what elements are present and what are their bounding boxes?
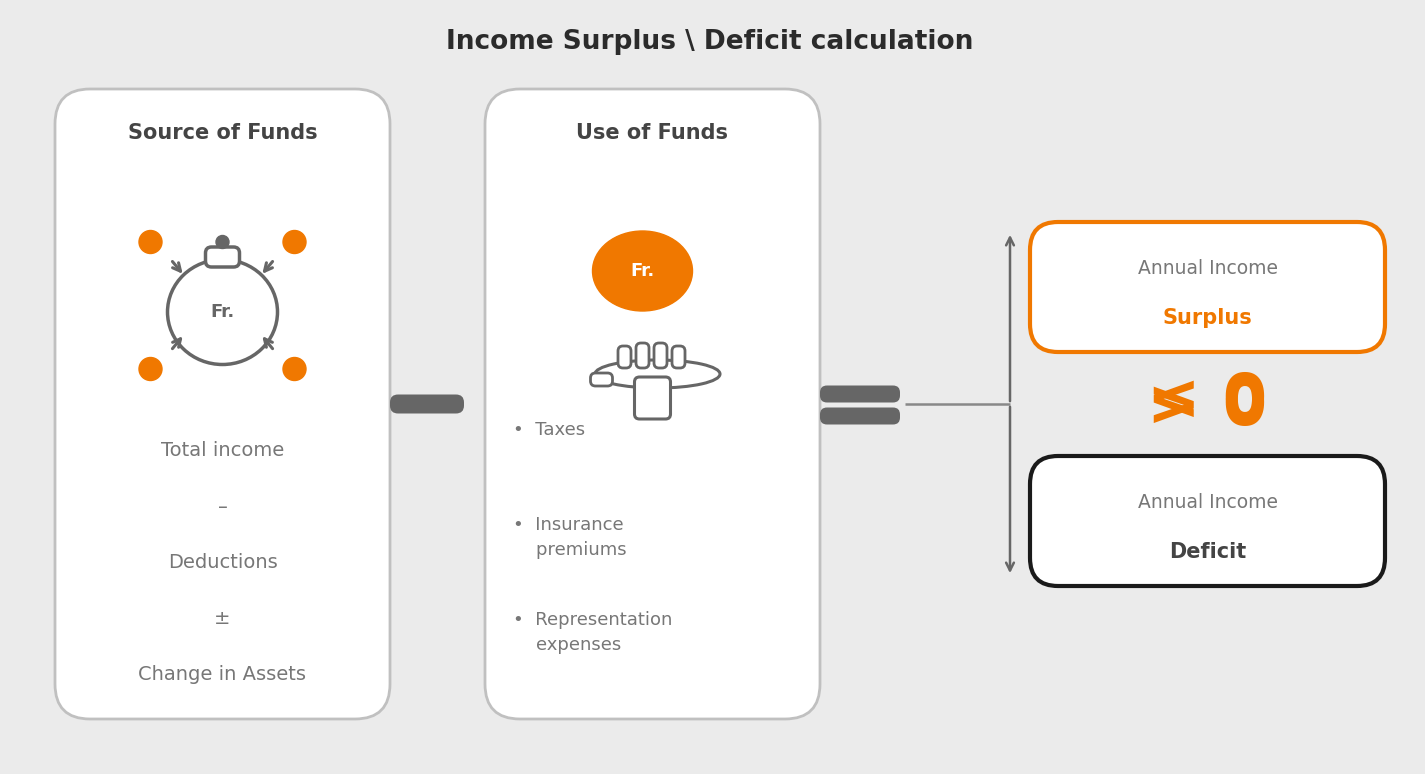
FancyBboxPatch shape [1030,456,1385,586]
FancyBboxPatch shape [636,343,648,368]
FancyBboxPatch shape [485,89,819,719]
Ellipse shape [168,259,278,365]
FancyBboxPatch shape [56,89,390,719]
Text: > 0: > 0 [1147,376,1268,438]
Text: –: – [218,498,228,516]
FancyBboxPatch shape [819,407,901,424]
Circle shape [284,358,306,381]
FancyBboxPatch shape [634,377,671,419]
Text: Surplus: Surplus [1163,308,1253,328]
Ellipse shape [593,231,693,311]
Text: Income Surplus \ Deficit calculation: Income Surplus \ Deficit calculation [446,29,973,55]
FancyBboxPatch shape [590,373,613,386]
FancyBboxPatch shape [819,385,901,402]
Text: •  Taxes: • Taxes [513,421,586,439]
Ellipse shape [596,360,720,388]
Text: •  Representation
    expenses: • Representation expenses [513,611,673,654]
FancyBboxPatch shape [618,346,631,368]
FancyBboxPatch shape [654,343,667,368]
Circle shape [284,231,306,254]
Text: Fr.: Fr. [211,303,235,321]
Text: Deductions: Deductions [168,553,278,573]
Text: Total income: Total income [161,441,284,461]
Text: Change in Assets: Change in Assets [138,666,306,684]
Text: Annual Income: Annual Income [1137,259,1277,279]
Circle shape [140,231,162,254]
Text: Annual Income: Annual Income [1137,493,1277,512]
Circle shape [217,235,229,248]
Text: Use of Funds: Use of Funds [577,123,728,143]
Text: Source of Funds: Source of Funds [128,123,318,143]
Text: ±: ± [214,609,231,628]
Circle shape [140,358,162,381]
FancyBboxPatch shape [390,395,465,413]
FancyBboxPatch shape [205,247,239,267]
FancyBboxPatch shape [1030,222,1385,352]
FancyBboxPatch shape [673,346,685,368]
Text: Deficit: Deficit [1168,543,1245,562]
Text: •  Insurance
    premiums: • Insurance premiums [513,516,627,559]
Text: < 0: < 0 [1147,370,1268,432]
Text: Fr.: Fr. [630,262,654,280]
